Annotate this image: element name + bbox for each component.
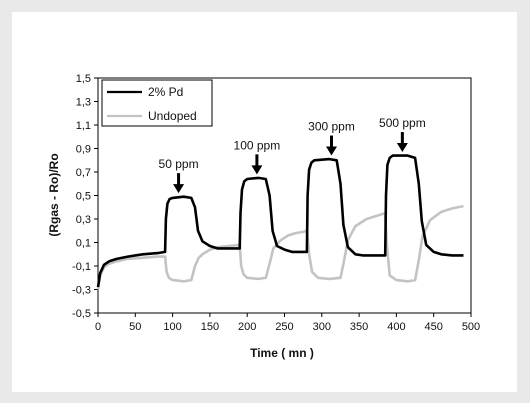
y-tick-label: 0,1 bbox=[76, 238, 91, 250]
x-tick-label: 500 bbox=[462, 321, 480, 333]
y-tick-label: -0,3 bbox=[72, 285, 91, 297]
y-tick-label: 0,9 bbox=[76, 144, 91, 156]
x-axis-title: Time ( mn ) bbox=[250, 346, 314, 360]
y-tick-label: 0,3 bbox=[76, 214, 91, 226]
annotation-label: 300 ppm bbox=[308, 120, 355, 134]
x-tick-label: 300 bbox=[313, 321, 331, 333]
y-tick-label: 1,1 bbox=[76, 120, 91, 132]
legend-label-undoped: Undoped bbox=[148, 109, 197, 123]
x-tick-label: 250 bbox=[275, 321, 293, 333]
x-tick-label: 200 bbox=[238, 321, 256, 333]
y-axis-title: (Rgas - Ro)/Ro bbox=[47, 153, 61, 236]
y-tick-label: 1,5 bbox=[76, 73, 91, 85]
y-tick-label: -0,1 bbox=[72, 261, 91, 273]
legend-box bbox=[101, 79, 213, 127]
annotation-arrow-head bbox=[251, 165, 263, 175]
x-tick-label: 450 bbox=[425, 321, 443, 333]
y-axis: 1,5 1,3 1,1 0,9 0,7 0,5 0,3 0,1 -0,1 -0,3 -0,5 bbox=[72, 73, 98, 320]
annotation-label: 100 ppm bbox=[234, 138, 281, 152]
x-tick-label: 400 bbox=[387, 321, 405, 333]
legend-label-2pct-pd: 2% Pd bbox=[148, 85, 183, 99]
series-line-undoped bbox=[96, 204, 464, 290]
x-axis: 0 50 100 150 200 250 300 350 400 450 500 bbox=[95, 313, 480, 333]
x-tick-label: 50 bbox=[129, 321, 141, 333]
annotation-arrow-head bbox=[396, 143, 408, 153]
y-tick-label: -0,5 bbox=[72, 308, 91, 320]
annotation-arrow-head bbox=[173, 184, 185, 194]
x-tick-label: 0 bbox=[95, 321, 101, 333]
chart-figure: 1,5 1,3 1,1 0,9 0,7 0,5 0,3 0,1 -0,1 -0,3 -0,5 0 50… bbox=[12, 12, 517, 392]
series-line-2-pd bbox=[96, 154, 464, 288]
annotation-layer: 50 ppm 100 ppm 300 ppm 500 ppm bbox=[159, 116, 426, 194]
y-tick-label: 1,3 bbox=[76, 97, 91, 109]
series-layer bbox=[96, 154, 464, 290]
annotation-label: 50 ppm bbox=[159, 157, 199, 171]
annotation-label: 500 ppm bbox=[379, 116, 426, 130]
line-chart: 1,5 1,3 1,1 0,9 0,7 0,5 0,3 0,1 -0,1 -0,3 -0,5 0 50… bbox=[47, 73, 480, 360]
x-tick-label: 100 bbox=[163, 321, 181, 333]
y-tick-label: 0,5 bbox=[76, 191, 91, 203]
annotation-arrow-head bbox=[325, 146, 337, 156]
x-tick-label: 350 bbox=[350, 321, 368, 333]
legend: 2% Pd Undoped bbox=[101, 79, 213, 127]
x-tick-label: 150 bbox=[201, 321, 219, 333]
y-tick-label: 0,7 bbox=[76, 167, 91, 179]
